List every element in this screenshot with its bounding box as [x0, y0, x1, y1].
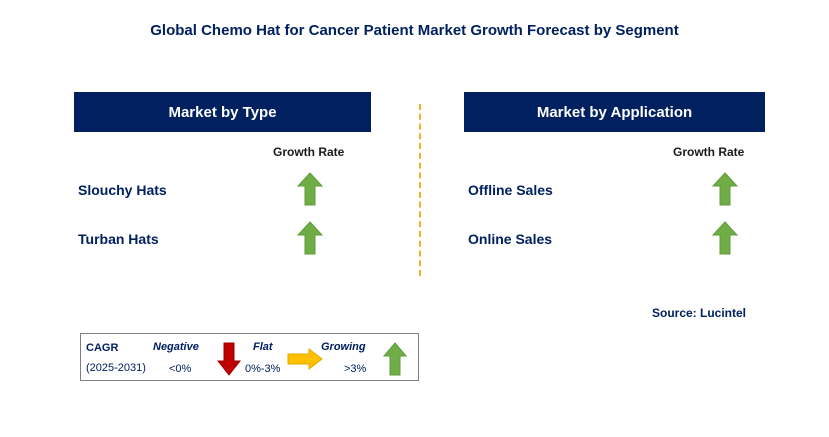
- chart-title: Global Chemo Hat for Cancer Patient Mark…: [150, 22, 679, 39]
- panel-divider: [419, 104, 421, 276]
- legend-flat-range: 0%-3%: [245, 363, 281, 375]
- legend-negative-label: Negative: [153, 341, 199, 353]
- up-arrow-icon: [383, 342, 407, 376]
- legend-flat-label: Flat: [253, 341, 273, 353]
- down-arrow-icon: [217, 342, 241, 376]
- up-arrow-icon: [712, 221, 738, 255]
- legend-growing-range: >3%: [344, 363, 367, 375]
- up-arrow-icon: [297, 172, 323, 206]
- cagr-legend: CAGR (2025-2031) Negative <0% Flat 0%-3%…: [80, 333, 419, 381]
- type-row-label-slouchy-hats: Slouchy Hats: [78, 182, 167, 198]
- application-row-label-offline-sales: Offline Sales: [468, 182, 553, 198]
- application-panel-header: Market by Application: [464, 92, 765, 132]
- source-note: Source: Lucintel: [652, 306, 747, 320]
- type-row-label-turban-hats: Turban Hats: [78, 231, 159, 247]
- type-growth-rate-label: Growth Rate: [273, 145, 345, 159]
- legend-growing-label: Growing: [321, 341, 366, 353]
- legend-negative-range: <0%: [169, 363, 192, 375]
- type-panel-header: Market by Type: [74, 92, 371, 132]
- up-arrow-icon: [297, 221, 323, 255]
- up-arrow-icon: [712, 172, 738, 206]
- application-row-label-online-sales: Online Sales: [468, 231, 553, 247]
- right-arrow-icon: [287, 348, 323, 370]
- legend-cagr-label: CAGR: [86, 342, 119, 354]
- legend-period: (2025-2031): [86, 362, 146, 374]
- application-growth-rate-label: Growth Rate: [673, 145, 745, 159]
